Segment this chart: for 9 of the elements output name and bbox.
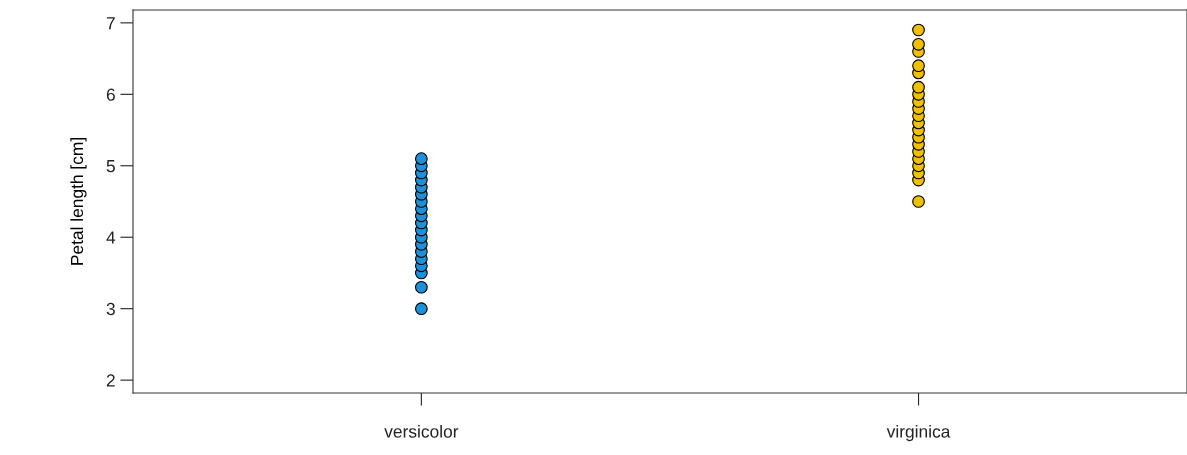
y-tick-label: 7: [106, 17, 115, 30]
y-tick-label: 4: [106, 231, 116, 244]
y-tick-label: 2: [106, 374, 115, 387]
y-axis-title: Petal length [cm]: [70, 138, 87, 265]
x-tick-label: virginica: [886, 424, 951, 442]
y-tick-label: 5: [106, 160, 115, 173]
y-tick-label: 3: [106, 302, 115, 316]
x-tick-label: versicolor: [384, 424, 459, 438]
y-tick-label: 6: [106, 88, 115, 101]
